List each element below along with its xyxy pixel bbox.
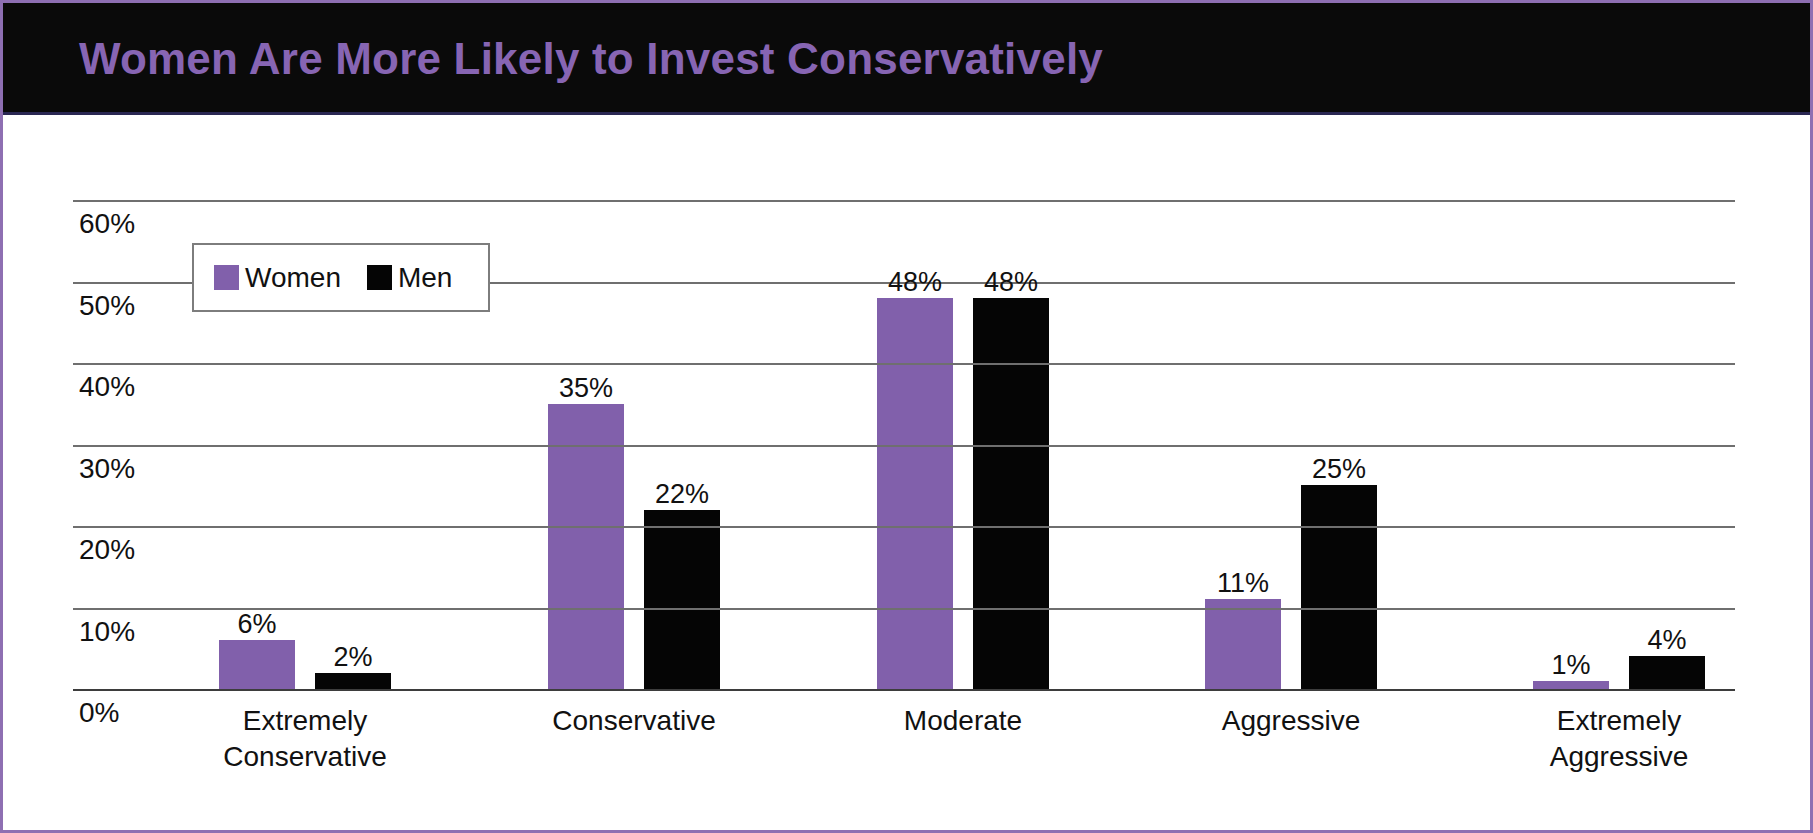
x-axis-category-label-moderate: Moderate bbox=[848, 703, 1078, 739]
y-axis-tick-label: 40% bbox=[79, 372, 135, 403]
bar-men-aggressive bbox=[1301, 485, 1377, 689]
gridline bbox=[73, 445, 1735, 447]
x-axis-line bbox=[73, 689, 1735, 691]
x-axis-category-label-aggressive: Aggressive bbox=[1176, 703, 1406, 739]
bar-women-extremely-aggressive bbox=[1533, 681, 1609, 689]
bar-men-extremely-aggressive bbox=[1629, 656, 1705, 689]
gridline bbox=[73, 363, 1735, 365]
legend-swatch-women bbox=[214, 265, 239, 290]
bar-value-label-women-extremely-conservative: 6% bbox=[237, 610, 276, 638]
bar-value-label-women-extremely-aggressive: 1% bbox=[1551, 651, 1590, 679]
bar-value-label-men-aggressive: 25% bbox=[1312, 455, 1366, 483]
bar-value-label-women-conservative: 35% bbox=[559, 374, 613, 402]
bar-men-moderate bbox=[973, 298, 1049, 689]
y-axis-tick-label: 60% bbox=[79, 209, 135, 240]
legend-item-women: Women bbox=[214, 262, 341, 294]
x-axis-category-label-extremely-conservative: Extremely Conservative bbox=[190, 703, 420, 775]
legend-swatch-men bbox=[367, 265, 392, 290]
legend-label-women: Women bbox=[245, 262, 341, 294]
infographic-frame: Women Are More Likely to Invest Conserva… bbox=[0, 0, 1813, 833]
bar-women-moderate bbox=[877, 298, 953, 689]
gridline bbox=[73, 526, 1735, 528]
y-axis-tick-label: 50% bbox=[79, 291, 135, 322]
x-axis-category-label-extremely-aggressive: Extremely Aggressive bbox=[1504, 703, 1734, 775]
y-axis-tick-label: 10% bbox=[79, 617, 135, 648]
bar-women-aggressive bbox=[1205, 599, 1281, 689]
bar-chart-plot: Women Men 0% 10% 20% 30% 40% 50% 60% 6% 2% Extreme… bbox=[3, 115, 1810, 830]
y-axis-tick-label: 20% bbox=[79, 535, 135, 566]
legend-item-men: Men bbox=[367, 262, 452, 294]
bar-value-label-men-moderate: 48% bbox=[984, 268, 1038, 296]
y-axis-tick-label: 0% bbox=[79, 698, 119, 729]
y-axis-tick-label: 30% bbox=[79, 454, 135, 485]
bar-value-label-men-conservative: 22% bbox=[655, 480, 709, 508]
bar-men-conservative bbox=[644, 510, 720, 689]
bar-value-label-women-moderate: 48% bbox=[888, 268, 942, 296]
chart-title: Women Are More Likely to Invest Conserva… bbox=[79, 32, 1103, 84]
chart-legend: Women Men bbox=[192, 243, 490, 312]
report-header: Women Are More Likely to Invest Conserva… bbox=[3, 3, 1810, 115]
legend-label-men: Men bbox=[398, 262, 452, 294]
bar-value-label-women-aggressive: 11% bbox=[1217, 569, 1269, 597]
bar-value-label-men-extremely-conservative: 2% bbox=[333, 643, 372, 671]
gridline bbox=[73, 200, 1735, 202]
x-axis-category-label-conservative: Conservative bbox=[519, 703, 749, 739]
gridline bbox=[73, 608, 1735, 610]
bar-value-label-men-extremely-aggressive: 4% bbox=[1647, 626, 1686, 654]
bar-women-extremely-conservative bbox=[219, 640, 295, 689]
bar-men-extremely-conservative bbox=[315, 673, 391, 689]
